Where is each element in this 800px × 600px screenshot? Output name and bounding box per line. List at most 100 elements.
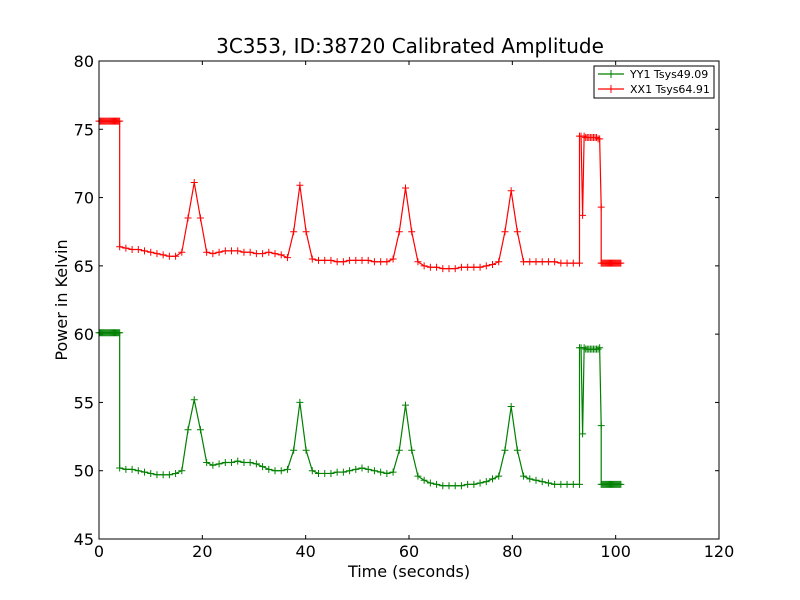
data-point [134, 467, 142, 475]
data-point [576, 259, 583, 267]
data-point [395, 228, 403, 236]
legend-marker [607, 85, 615, 93]
data-point [147, 469, 155, 477]
data-point [593, 133, 601, 141]
data-point [439, 482, 447, 490]
data-point [551, 480, 559, 488]
data-point [290, 446, 298, 454]
data-point [327, 256, 335, 264]
data-point [580, 344, 588, 352]
data-point [420, 476, 428, 484]
series-line [99, 120, 621, 270]
data-point [520, 472, 528, 480]
data-point [259, 250, 267, 258]
data-point [116, 117, 124, 125]
data-point [433, 480, 441, 488]
data-point [470, 480, 478, 488]
series-2 [95, 117, 625, 273]
data-point [364, 256, 372, 264]
data-point [196, 426, 204, 434]
series-1 [95, 329, 625, 490]
data-point [178, 248, 186, 256]
data-point [426, 263, 434, 271]
y-tick-label: 50 [74, 462, 94, 481]
data-point [513, 446, 521, 454]
legend-box [593, 65, 715, 99]
data-point [551, 258, 559, 266]
data-point [141, 247, 149, 255]
data-point [420, 262, 428, 270]
data-point [321, 256, 329, 264]
data-point [526, 258, 534, 266]
data-point [203, 248, 211, 256]
data-point [526, 475, 534, 483]
data-point [141, 468, 149, 476]
data-point [426, 479, 434, 487]
data-point [215, 248, 223, 256]
data-point [165, 252, 173, 260]
data-point [579, 430, 587, 438]
data-point [228, 247, 236, 255]
data-point [228, 459, 236, 467]
data-point [501, 446, 509, 454]
data-point [315, 256, 323, 264]
data-point [327, 469, 335, 477]
data-point [252, 460, 260, 468]
data-point [209, 461, 217, 469]
data-point [352, 465, 360, 473]
legend-label: XX1 Tsys64.91 [630, 83, 710, 96]
data-point [476, 263, 484, 271]
data-point [178, 467, 186, 475]
plot-frame [98, 60, 720, 540]
data-point [352, 256, 360, 264]
data-point [445, 482, 453, 490]
data-point [507, 403, 515, 411]
y-tick-label: 80 [74, 52, 94, 71]
data-point [271, 250, 279, 258]
data-point [346, 256, 354, 264]
data-point [290, 228, 298, 236]
data-point [513, 228, 521, 236]
data-point [265, 248, 273, 256]
x-axis-label: Time (seconds) [347, 562, 470, 581]
data-point [240, 248, 248, 256]
data-point [495, 258, 503, 266]
data-point [451, 265, 459, 273]
data-point [147, 248, 155, 256]
plot-area [95, 117, 625, 490]
data-point [489, 475, 497, 483]
data-point [579, 211, 587, 219]
data-point [184, 214, 192, 222]
data-point [277, 251, 285, 259]
data-point [296, 398, 304, 406]
y-tick-label: 75 [74, 120, 94, 139]
data-point [116, 464, 124, 472]
data-point [358, 464, 366, 472]
legend-label: YY1 Tsys49.09 [629, 68, 708, 81]
legend: YY1 Tsys49.09 XX1 Tsys64.91 [593, 65, 715, 99]
series-line [99, 332, 621, 487]
data-point [358, 256, 366, 264]
data-point [476, 479, 484, 487]
y-axis-label: Power in Kelvin [52, 239, 71, 360]
data-point [172, 469, 180, 477]
data-point [128, 465, 136, 473]
data-point [364, 465, 372, 473]
data-point [482, 478, 490, 486]
data-point [333, 258, 341, 266]
data-point [346, 467, 354, 475]
data-point [246, 459, 254, 467]
data-point [153, 471, 161, 479]
data-point [339, 258, 347, 266]
data-point [445, 265, 453, 273]
data-point [563, 480, 571, 488]
data-point [246, 248, 254, 256]
data-point [302, 228, 310, 236]
data-point [259, 463, 267, 471]
data-point [538, 258, 546, 266]
data-point [433, 263, 441, 271]
chart-title: 3C353, ID:38720 Calibrated Amplitude [216, 34, 604, 58]
data-point [221, 459, 229, 467]
data-point [482, 262, 490, 270]
x-tick-label: 20 [192, 542, 212, 561]
